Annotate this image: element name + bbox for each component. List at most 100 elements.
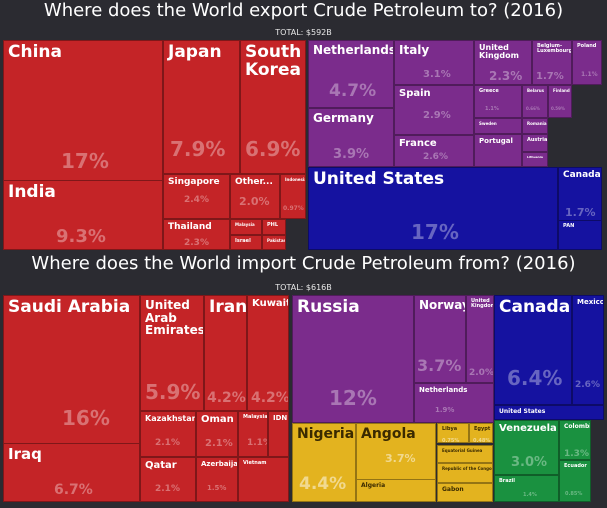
treemap-cell-japan[interactable]: Japan 7.9%	[163, 40, 240, 174]
treemap-cell-label: Libya	[442, 426, 458, 432]
treemap-cell-label: Brazil	[499, 478, 515, 484]
treemap-cell-azerbaijan[interactable]: Azerbaijan 1.5%	[196, 457, 238, 502]
treemap-cell-value: 7.9%	[170, 137, 226, 161]
treemap-cell-value: 4.7%	[329, 81, 377, 101]
treemap-cell-label: Canada	[499, 297, 571, 317]
treemap-cell-venezuela[interactable]: Venezuela 3.0%	[494, 420, 559, 475]
treemap-cell-label: Israel	[235, 238, 251, 244]
treemap-cell-netherlands[interactable]: Netherlands 1.9%	[414, 383, 494, 423]
treemap-cell-romania[interactable]: Romania	[522, 118, 548, 134]
treemap-cell-austria[interactable]: Austria	[522, 134, 548, 152]
treemap-cell-label: Belgium-Luxembourg	[537, 43, 572, 55]
treemap-cell-phl[interactable]: PHL	[262, 219, 286, 235]
treemap-cell-value: 0.59%	[551, 106, 565, 111]
treemap-cell-value: 2.4%	[184, 195, 209, 205]
treemap-cell-republic-of-the-congo[interactable]: Republic of the Congo	[437, 463, 493, 483]
treemap-cell-qatar[interactable]: Qatar 2.1%	[140, 457, 196, 502]
treemap-cell-kuwait[interactable]: Kuwait 4.2%	[247, 295, 289, 411]
treemap-cell-germany[interactable]: Germany 3.9%	[308, 108, 394, 167]
treemap-cell-united-states[interactable]: United States	[494, 405, 604, 420]
treemap-cell-indonesia[interactable]: Indonesia 0.97%	[280, 174, 306, 219]
treemap-cell-label: South Korea	[245, 42, 302, 80]
treemap-cell-idn[interactable]: IDN	[268, 411, 289, 457]
treemap-cell-label: Algeria	[361, 482, 386, 489]
treemap-cell-poland[interactable]: Poland 1.1%	[572, 40, 602, 85]
treemap-cell-value: 2.9%	[423, 110, 451, 121]
treemap-cell-sweden[interactable]: Sweden	[474, 118, 522, 134]
treemap-cell-value: 3.7%	[417, 356, 462, 375]
treemap-cell-value: 5.9%	[145, 380, 201, 404]
treemap-cell-france[interactable]: France 2.6%	[394, 135, 474, 167]
treemap-cell-iraq[interactable]: Iraq 6.7%	[3, 443, 140, 502]
treemap-cell-value: 17%	[61, 149, 109, 173]
treemap-cell-greece[interactable]: Greece 1.1%	[474, 85, 522, 118]
treemap-cell-belgium-luxembourg[interactable]: Belgium-Luxembourg 1.7%	[532, 40, 572, 85]
treemap-cell-colombia[interactable]: Colombia 1.3%	[559, 420, 591, 460]
treemap-cell-malaysia[interactable]: Malaysia 1.1%	[238, 411, 268, 457]
treemap-cell-value: 1.9%	[435, 406, 455, 414]
treemap-cell-egypt[interactable]: Egypt 0.48%	[469, 423, 493, 443]
treemap-cell-other[interactable]: Other... 2.0%	[230, 174, 280, 219]
treemap-cell-nigeria[interactable]: Nigeria 4.4%	[292, 423, 356, 502]
treemap-cell-belarus[interactable]: Belarus 0.66%	[522, 85, 548, 118]
treemap-cell-label: Colombia	[564, 423, 590, 430]
treemap-cell-label: PHL	[267, 222, 279, 228]
treemap-cell-united-arab-emirates[interactable]: United Arab Emirates 5.9%	[140, 295, 204, 411]
treemap-cell-kazakhstan[interactable]: Kazakhstan 2.1%	[140, 411, 196, 457]
treemap-cell-pakistan[interactable]: Pakistan	[262, 235, 286, 250]
treemap-cell-label: Republic of the Congo	[442, 466, 492, 471]
treemap-cell-netherlands[interactable]: Netherlands 4.7%	[308, 40, 394, 108]
treemap-cell-pan[interactable]: PAN	[558, 220, 602, 250]
treemap-cell-israel[interactable]: Israel	[230, 235, 262, 250]
treemap-cell-value: 2.6%	[575, 380, 600, 390]
treemap-cell-value: 17%	[411, 220, 459, 244]
treemap-cell-value: 2.1%	[155, 484, 180, 494]
treemap-cell-label: Ecuador	[564, 463, 587, 469]
treemap-cell-south-korea[interactable]: South Korea 6.9%	[240, 40, 306, 174]
treemap-cell-libya[interactable]: Libya 0.75%	[437, 423, 469, 443]
treemap-cell-label: Italy	[399, 43, 430, 57]
treemap-cell-value: 9.3%	[56, 226, 106, 247]
treemap-cell-label: India	[8, 182, 56, 202]
treemap-cell-spain[interactable]: Spain 2.9%	[394, 85, 474, 135]
treemap-cell-finland[interactable]: Finland 0.59%	[548, 85, 572, 118]
treemap-cell-value: 1.1%	[247, 438, 267, 448]
treemap-cell-mexico[interactable]: Mexico 2.6%	[572, 295, 604, 405]
treemap-cell-value: 2.3%	[184, 238, 209, 248]
treemap-cell-label: Singapore	[168, 177, 220, 187]
treemap-cell-value: 1.1%	[485, 106, 499, 112]
treemap-cell-united-kingdom[interactable]: United Kingdom 2.0%	[466, 295, 494, 383]
treemap-cell-label: United States	[313, 169, 445, 189]
treemap-cell-malaysia[interactable]: Malaysia	[230, 219, 262, 235]
treemap-cell-italy[interactable]: Italy 3.1%	[394, 40, 474, 85]
treemap-cell-value: 2.6%	[423, 152, 448, 162]
treemap-cell-equatorial-guinea[interactable]: Equatorial Guinea	[437, 445, 493, 463]
treemap-cell-algeria[interactable]: Algeria	[356, 479, 436, 502]
treemap-cell-portugal[interactable]: Portugal	[474, 134, 522, 167]
treemap-cell-oman[interactable]: Oman 2.1%	[196, 411, 238, 457]
treemap-cell-singapore[interactable]: Singapore 2.4%	[163, 174, 230, 219]
treemap-cell-united-states[interactable]: United States 17%	[308, 167, 558, 250]
treemap-cell-lithuania[interactable]: Lithuania	[522, 152, 548, 167]
treemap-cell-gabon[interactable]: Gabon	[437, 483, 493, 502]
treemap-cell-norway[interactable]: Norway 3.7%	[414, 295, 466, 383]
treemap-cell-iran[interactable]: Iran 4.2%	[204, 295, 247, 411]
treemap-cell-label: Iraq	[8, 445, 42, 463]
export-chart-total: TOTAL: $592B	[275, 28, 332, 37]
treemap-cell-label: Russia	[297, 297, 360, 317]
treemap-cell-label: Norway	[419, 298, 466, 312]
treemap-cell-label: Netherlands	[313, 43, 394, 57]
treemap-cell-united-kingdom[interactable]: United Kingdom 2.3%	[474, 40, 532, 85]
treemap-cell-vietnam[interactable]: Vietnam	[238, 457, 289, 502]
treemap-cell-india[interactable]: India 9.3%	[3, 180, 163, 250]
treemap-cell-value: 2.1%	[205, 438, 233, 449]
treemap-cell-value: 3.1%	[423, 69, 451, 80]
treemap-cell-thailand[interactable]: Thailand 2.3%	[163, 219, 230, 250]
treemap-cell-label: Kazakhstan	[145, 414, 196, 423]
treemap-cell-brazil[interactable]: Brazil 1.4%	[494, 475, 559, 502]
treemap-cell-ecuador[interactable]: Ecuador 0.85%	[559, 460, 591, 502]
treemap-cell-canada[interactable]: Canada 6.4%	[494, 295, 572, 405]
treemap-cell-label: Belarus	[527, 88, 545, 93]
import-chart-title: Where does the World import Crude Petrol…	[31, 253, 576, 274]
treemap-cell-russia[interactable]: Russia 12%	[292, 295, 414, 423]
